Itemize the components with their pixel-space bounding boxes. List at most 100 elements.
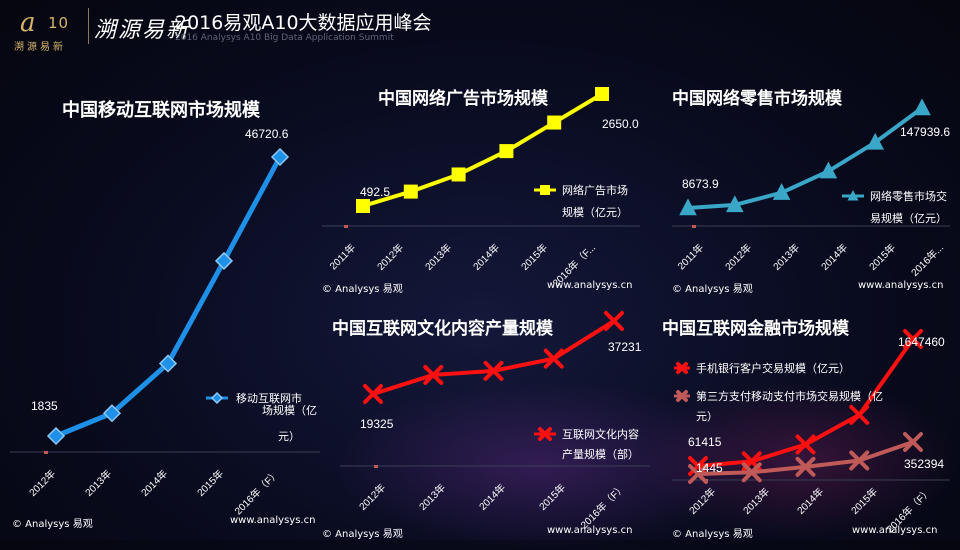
copyright-finance: © Analysys 易观 — [672, 529, 753, 540]
retail-tick-label: 2011年 — [675, 241, 706, 272]
finance-legend-swatch-marker-1-stroke-b — [676, 390, 688, 402]
finance-data-point-0-3 — [849, 404, 870, 425]
culture-data-point-0-1 — [423, 364, 444, 385]
retail-tick-label: 2014年 — [818, 241, 850, 273]
retail-data-point-0-0 — [679, 198, 697, 216]
finance-data-point-1-1-stroke-b — [741, 462, 762, 483]
retail-legend-text: 易规模（亿元） — [870, 211, 947, 225]
retail-axis-origin-mark — [692, 225, 696, 228]
website-finance: www.analysys.cn — [852, 525, 938, 536]
finance-data-point-1-0-stroke-b — [688, 464, 708, 484]
header: a 10 溯源易新 溯源易新 2016易观A10大数据应用峰会 2016 Ana… — [0, 0, 960, 53]
finance-tick-label: 2015年 — [848, 485, 880, 517]
finance-data-point-1-3-stroke-b — [849, 450, 870, 471]
mobile-data-point-0-0 — [46, 426, 66, 446]
culture-tick-label: 2016年（F） — [578, 481, 628, 531]
ad-data-point-0-3 — [499, 144, 514, 159]
culture-tick-label: 2013年 — [416, 481, 448, 513]
finance-legend-swatch-marker-0 — [676, 362, 688, 374]
ad-tick-label: 2012年 — [374, 241, 406, 273]
ad-axis-origin-mark — [344, 225, 348, 228]
finance-data-label: 1445 — [696, 461, 723, 475]
logo-mark: a — [20, 8, 36, 38]
culture-axis-origin-mark — [374, 465, 378, 468]
finance-data-point-1-2-stroke-b — [795, 456, 816, 477]
ad-data-point-0-5 — [595, 87, 609, 101]
mobile-data-label: 1835 — [31, 399, 58, 413]
logo-number: 10 — [48, 14, 70, 32]
finance-data-point-1-3 — [849, 450, 870, 471]
website-mobile: www.analysys.cn — [230, 515, 316, 526]
finance-legend-swatch-marker-1 — [676, 390, 688, 402]
finance-data-label: 61415 — [688, 435, 722, 449]
ad-chart-title: 中国网络广告市场规模 — [378, 88, 549, 108]
culture-chart-title: 中国互联网文化内容产量规模 — [332, 318, 554, 338]
finance-data-point-1-0 — [688, 464, 708, 484]
retail-chart-title: 中国网络零售市场规模 — [672, 88, 843, 108]
mobile-legend-swatch-marker — [210, 391, 224, 405]
mobile-legend-text: 元） — [278, 430, 300, 443]
finance-chart-title: 中国互联网金融市场规模 — [662, 318, 850, 338]
finance-tick-label: 2014年 — [794, 485, 826, 517]
retail-data-point-0-2 — [772, 183, 791, 200]
ad-data-point-0-0 — [356, 199, 370, 213]
retail-legend-swatch-marker — [847, 190, 859, 201]
ad-tick-label: 2014年 — [470, 241, 502, 273]
copyright-retail: © Analysys 易观 — [672, 284, 753, 295]
culture-data-label: 37231 — [608, 340, 642, 354]
finance-data-point-0-2-stroke-b — [795, 434, 816, 455]
ad-legend-text: 规模（亿元） — [562, 205, 628, 219]
retail-data-point-0-3 — [819, 161, 838, 179]
finance-data-point-0-3-stroke-b — [849, 404, 870, 425]
culture-legend-text: 互联网文化内容 — [562, 427, 639, 441]
culture-data-point-0-4-stroke-b — [604, 311, 624, 331]
header-divider — [88, 8, 89, 44]
retail-tick-label: 2012年 — [722, 241, 754, 273]
retail-data-label: 147939.6 — [900, 125, 950, 139]
copyright-ad: © Analysys 易观 — [322, 284, 403, 295]
retail-tick-label: 2015年 — [866, 241, 898, 273]
finance-data-label: 1647460 — [898, 335, 945, 349]
culture-data-label: 19325 — [360, 417, 394, 431]
mobile-tick-label: 2016年（F） — [232, 467, 282, 517]
finance-legend-text-1: 元） — [696, 410, 718, 423]
finance-data-point-0-4-stroke-b — [903, 329, 923, 349]
website-culture: www.analysys.cn — [547, 525, 633, 536]
mobile-data-point-0-1 — [102, 404, 122, 423]
culture-tick-label: 2012年 — [356, 481, 388, 513]
retail-data-point-0-4 — [866, 132, 884, 150]
culture-data-point-0-1-stroke-b — [423, 364, 444, 385]
culture-data-point-0-0 — [363, 384, 383, 404]
retail-series-line-0 — [687, 106, 924, 210]
brush-calligraphy: 溯源易新 — [94, 18, 191, 43]
mobile-tick-label: 2014年 — [138, 467, 170, 499]
culture-tick-label: 2014年 — [476, 481, 508, 513]
ad-data-point-0-2 — [451, 167, 466, 182]
retail-data-point-0-5 — [913, 98, 931, 116]
finance-legend-text-1: 第三方支付移动支付市场交易规模（亿 — [696, 389, 883, 403]
mobile-tick-label: 2013年 — [82, 467, 114, 499]
culture-legend-swatch-marker-stroke-b — [538, 427, 552, 441]
mobile-axis-origin-mark — [44, 451, 48, 454]
ad-tick-label: 2015年 — [518, 241, 550, 273]
finance-data-label: 352394 — [904, 457, 944, 471]
ad-legend-text: 网络广告市场 — [562, 183, 628, 197]
finance-data-point-1-1 — [741, 462, 762, 483]
finance-data-point-1-4 — [903, 432, 923, 452]
ad-data-point-0-1 — [403, 184, 418, 199]
ad-legend-swatch-marker — [540, 185, 550, 195]
mobile-data-point-0-2 — [158, 354, 178, 373]
mobile-data-point-0-4 — [270, 147, 290, 167]
page-subtitle: 2016 Analysys A10 Big Data Application S… — [175, 33, 394, 43]
culture-tick-label: 2015年 — [536, 481, 568, 513]
finance-legend-text-0: 手机银行客户交易规模（亿元） — [696, 361, 850, 375]
finance-data-point-0-2 — [795, 434, 816, 455]
website-ad: www.analysys.cn — [547, 280, 633, 291]
mobile-tick-label: 2012年 — [26, 467, 58, 499]
copyright-culture: © Analysys 易观 — [322, 529, 403, 540]
mobile-data-label: 46720.6 — [245, 127, 289, 141]
mobile-data-point-0-3 — [214, 251, 234, 270]
culture-data-point-0-2 — [483, 360, 504, 381]
culture-data-point-0-2-stroke-b — [483, 360, 504, 381]
mobile-chart-title: 中国移动互联网市场规模 — [62, 99, 261, 120]
